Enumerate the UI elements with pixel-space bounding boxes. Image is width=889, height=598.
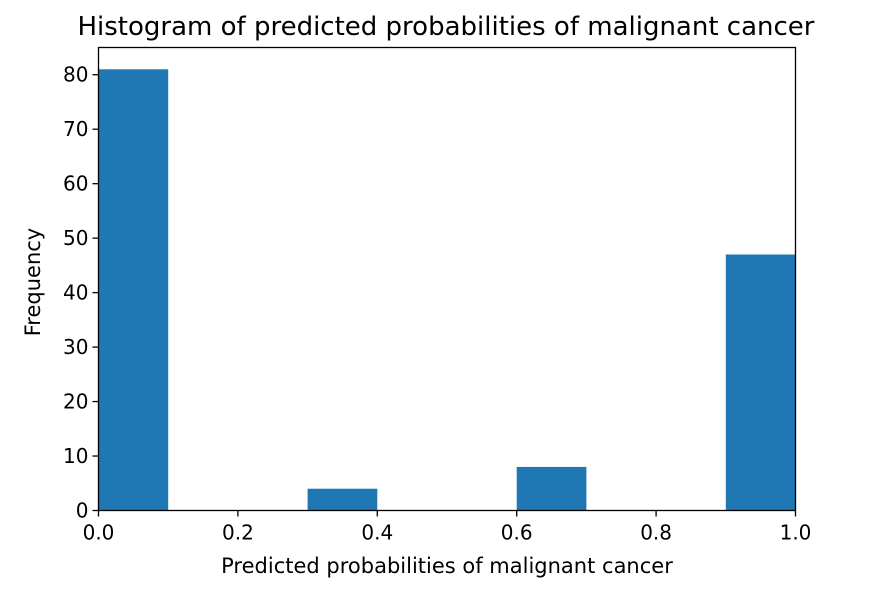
y-tick-label: 50	[63, 226, 88, 250]
y-tick-label: 70	[63, 117, 88, 141]
histogram-bar	[516, 466, 587, 511]
y-axis-label: Frequency	[21, 228, 45, 337]
x-tick-label: 0.4	[361, 521, 393, 545]
y-tick-label: 40	[63, 281, 88, 305]
y-tick-label: 20	[63, 390, 88, 414]
y-axis-ticks: 0 10 20 30 40 50 60 70 80	[63, 63, 99, 523]
histogram-bar	[307, 488, 378, 511]
x-tick-label: 0.8	[640, 521, 672, 545]
y-tick-label: 80	[63, 63, 88, 87]
x-tick-label: 0.2	[222, 521, 254, 545]
y-tick-label: 0	[76, 499, 89, 523]
x-axis-ticks: 0.0 0.2 0.4 0.6 0.8 1.0	[83, 510, 812, 545]
chart-title: Histogram of predicted probabilities of …	[77, 12, 814, 42]
y-tick-label: 30	[63, 335, 88, 359]
x-axis-label: Predicted probabilities of malignant can…	[221, 554, 673, 578]
plot-frame	[97, 46, 797, 512]
histogram-bar	[725, 254, 796, 511]
histogram-bar	[98, 69, 169, 511]
bars-group	[98, 69, 796, 511]
x-tick-label: 0.6	[501, 521, 533, 545]
x-tick-label: 1.0	[780, 521, 812, 545]
y-tick-label: 10	[63, 444, 88, 468]
y-tick-label: 60	[63, 172, 88, 196]
x-tick-label: 0.0	[83, 521, 115, 545]
